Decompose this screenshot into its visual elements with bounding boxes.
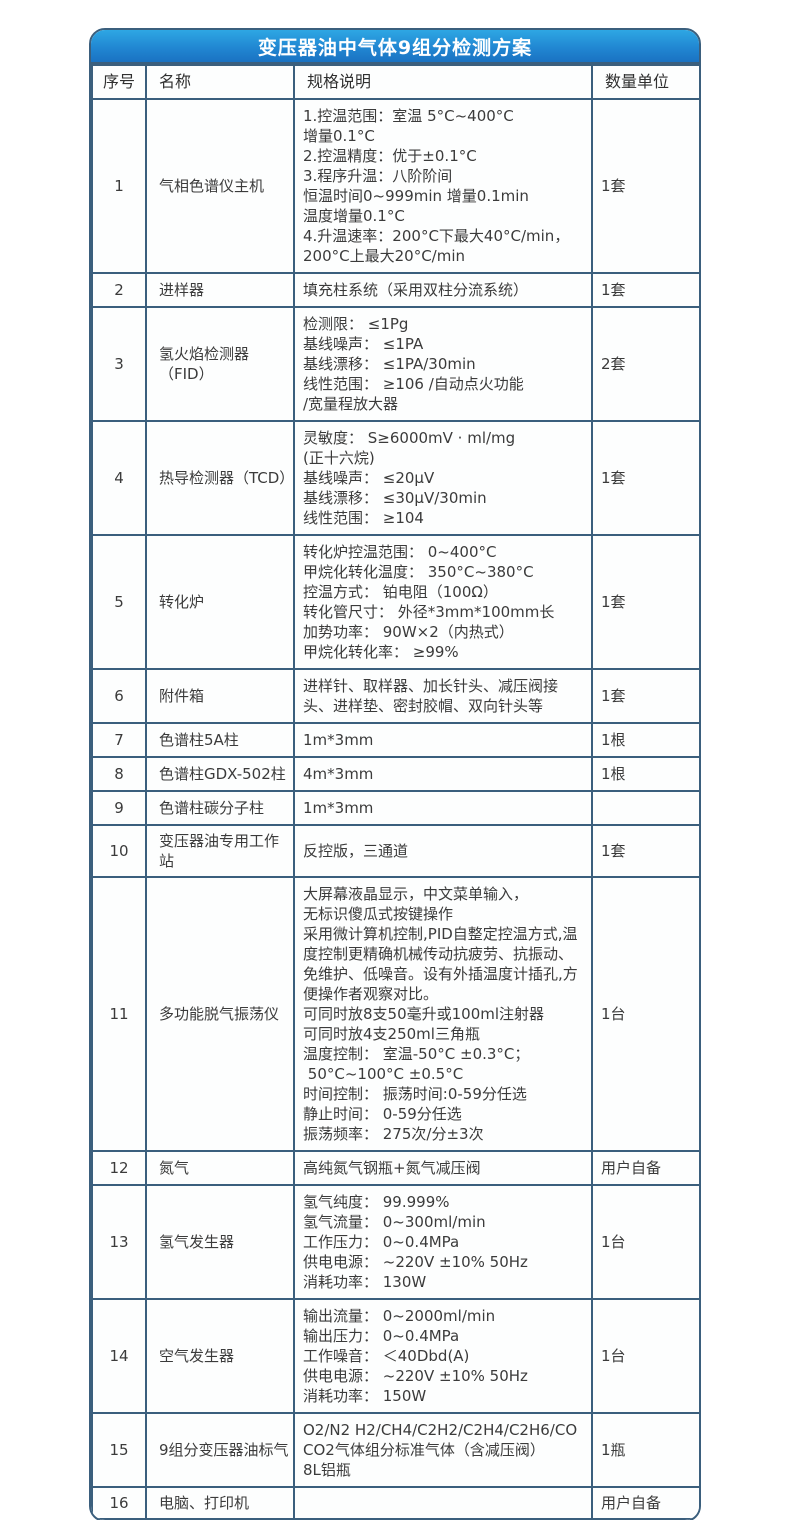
table-row: 13 氢气发生器 氢气纯度： 99.999% 氢气流量： 0~300ml/min 工… [91,1184,699,1300]
row-7-name: 色谱柱5A柱 [145,722,295,758]
column-header-qty: 数量单位 [591,64,699,100]
row-8-no: 8 [91,756,147,792]
row-15-qty: 1瓶 [591,1412,699,1488]
row-10-qty: 1套 [591,824,699,878]
page-title: 变压器油中气体9组分检测方案 [91,30,699,64]
column-header-spec: 规格说明 [293,64,593,100]
row-3-spec: 检测限： ≤1Pg 基线噪声： ≤1PA 基线漂移： ≤1PA/30min 线性… [293,306,593,422]
table-row: 10 变压器油专用工作站 反控版，三通道 1套 [91,824,699,878]
row-1-qty: 1套 [591,98,699,274]
table-row: 3 氢火焰检测器（FID） 检测限： ≤1Pg 基线噪声： ≤1PA 基线漂移： ≤… [91,306,699,422]
table-row: 11 多功能脱气振荡仪 大屏幕液晶显示，中文菜单输入， 无标识傻瓜式按键操作 采用微… [91,876,699,1152]
row-12-name: 氮气 [145,1150,295,1186]
table-row: 15 9组分变压器油标气 O2/N2 H2/CH4/C2H2/C2H4/C2H6/C… [91,1412,699,1488]
row-5-spec: 转化炉控温范围： 0~400°C 甲烷化转化温度： 350°C~380°C 控温… [293,534,593,670]
row-9-name: 色谱柱碳分子柱 [145,790,295,826]
row-2-spec: 填充柱系统（采用双柱分流系统） [293,272,593,308]
row-4-qty: 1套 [591,420,699,536]
row-16-spec [293,1486,593,1520]
table-body: 1 气相色谱仪主机 1.控温范围：室温 5°C~400°C 增量0.1°C 2.控温… [91,98,699,1520]
row-13-qty: 1台 [591,1184,699,1300]
row-12-no: 12 [91,1150,147,1186]
row-8-spec: 4m*3mm [293,756,593,792]
row-11-spec: 大屏幕液晶显示，中文菜单输入， 无标识傻瓜式按键操作 采用微计算机控制,PID自… [293,876,593,1152]
column-header-name: 名称 [145,64,295,100]
row-5-no: 5 [91,534,147,670]
row-14-no: 14 [91,1298,147,1414]
table-row: 14 空气发生器 输出流量： 0~2000ml/min 输出压力： 0~0.4MPa… [91,1298,699,1414]
spec-table: 序号 名称 规格说明 数量单位 1 气相色谱仪主机 1.控温范围：室温 5°C~40… [91,64,699,1520]
row-13-no: 13 [91,1184,147,1300]
row-14-spec: 输出流量： 0~2000ml/min 输出压力： 0~0.4MPa 工作噪音： … [293,1298,593,1414]
row-15-spec: O2/N2 H2/CH4/C2H2/C2H4/C2H6/CO CO2气体组分标准… [293,1412,593,1488]
row-12-spec: 高纯氮气钢瓶+氮气减压阀 [293,1150,593,1186]
row-6-spec: 进样针、取样器、加长针头、减压阀接头、进样垫、密封胶帽、双向针头等 [293,668,593,724]
row-6-no: 6 [91,668,147,724]
row-11-name: 多功能脱气振荡仪 [145,876,295,1152]
row-3-qty: 2套 [591,306,699,422]
row-11-no: 11 [91,876,147,1152]
row-10-name: 变压器油专用工作站 [145,824,295,878]
row-15-name: 9组分变压器油标气 [145,1412,295,1488]
row-7-qty: 1根 [591,722,699,758]
table-row: 1 气相色谱仪主机 1.控温范围：室温 5°C~400°C 增量0.1°C 2.控温… [91,98,699,274]
row-6-name: 附件箱 [145,668,295,724]
row-3-no: 3 [91,306,147,422]
row-9-spec: 1m*3mm [293,790,593,826]
row-1-name: 气相色谱仪主机 [145,98,295,274]
column-header-no: 序号 [91,64,147,100]
row-13-name: 氢气发生器 [145,1184,295,1300]
row-2-no: 2 [91,272,147,308]
table-row: 7 色谱柱5A柱 1m*3mm 1根 [91,722,699,758]
row-16-name: 电脑、打印机 [145,1486,295,1520]
row-6-qty: 1套 [591,668,699,724]
row-2-qty: 1套 [591,272,699,308]
row-16-no: 16 [91,1486,147,1520]
row-10-spec: 反控版，三通道 [293,824,593,878]
row-8-name: 色谱柱GDX-502柱 [145,756,295,792]
table-row: 16 电脑、打印机 用户自备 [91,1486,699,1520]
row-1-no: 1 [91,98,147,274]
row-4-name: 热导检测器（TCD） [145,420,295,536]
row-5-name: 转化炉 [145,534,295,670]
row-11-qty: 1台 [591,876,699,1152]
row-7-no: 7 [91,722,147,758]
table-header-row: 序号 名称 规格说明 数量单位 [91,64,699,100]
table-row: 4 热导检测器（TCD） 灵敏度： S≥6000mV · ml/mg (正十六烷) … [91,420,699,536]
row-2-name: 进样器 [145,272,295,308]
table-row: 6 附件箱 进样针、取样器、加长针头、减压阀接头、进样垫、密封胶帽、双向针头等 1套 [91,668,699,724]
table-row: 2 进样器 填充柱系统（采用双柱分流系统） 1套 [91,272,699,308]
row-5-qty: 1套 [591,534,699,670]
row-3-name: 氢火焰检测器（FID） [145,306,295,422]
row-14-qty: 1台 [591,1298,699,1414]
row-1-spec: 1.控温范围：室温 5°C~400°C 增量0.1°C 2.控温精度：优于±0.… [293,98,593,274]
row-7-spec: 1m*3mm [293,722,593,758]
row-13-spec: 氢气纯度： 99.999% 氢气流量： 0~300ml/min 工作压力： 0~… [293,1184,593,1300]
table-row: 8 色谱柱GDX-502柱 4m*3mm 1根 [91,756,699,792]
row-14-name: 空气发生器 [145,1298,295,1414]
spec-sheet: 变压器油中气体9组分检测方案 序号 名称 规格说明 数量单位 1 气相色谱仪主机 1… [89,28,701,1520]
row-4-no: 4 [91,420,147,536]
table-row: 9 色谱柱碳分子柱 1m*3mm [91,790,699,826]
table-row: 5 转化炉 转化炉控温范围： 0~400°C 甲烷化转化温度： 350°C~380°… [91,534,699,670]
row-16-qty: 用户自备 [591,1486,699,1520]
row-8-qty: 1根 [591,756,699,792]
row-15-no: 15 [91,1412,147,1488]
row-9-qty [591,790,699,826]
row-4-spec: 灵敏度： S≥6000mV · ml/mg (正十六烷) 基线噪声： ≤20µV… [293,420,593,536]
row-9-no: 9 [91,790,147,826]
row-12-qty: 用户自备 [591,1150,699,1186]
row-10-no: 10 [91,824,147,878]
table-row: 12 氮气 高纯氮气钢瓶+氮气减压阀 用户自备 [91,1150,699,1186]
